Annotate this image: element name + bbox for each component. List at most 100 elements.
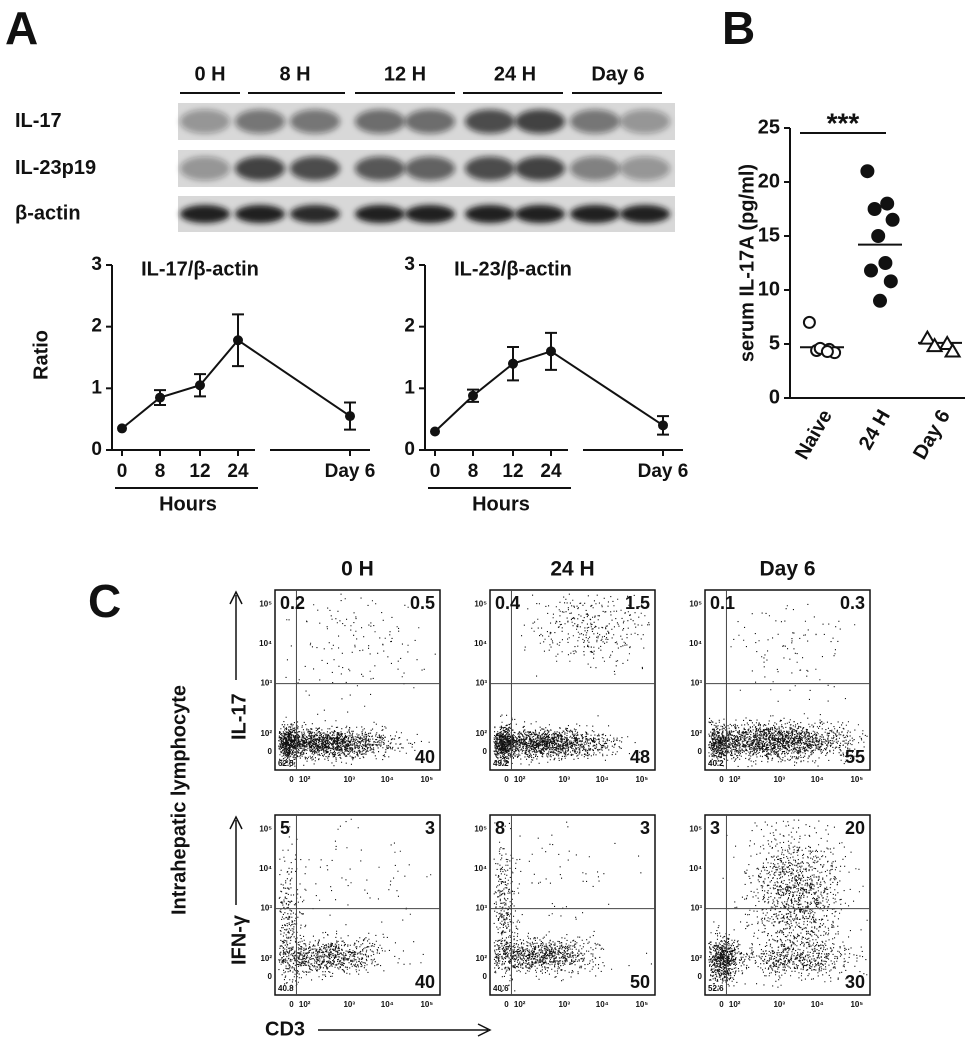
panel-label: B <box>722 2 755 54</box>
y-tick-label: 0 <box>769 386 780 408</box>
dot-cloud <box>278 593 436 767</box>
point <box>885 212 900 227</box>
y-tick-label: 15 <box>758 224 780 246</box>
point <box>508 358 518 369</box>
blot-band <box>180 156 230 181</box>
x-axis-label: CD3 <box>265 1018 305 1040</box>
point <box>802 315 816 329</box>
plot-box <box>489 589 656 771</box>
y-tick-label: 10⁴ <box>474 864 487 873</box>
x-tick-label: 0 <box>504 775 509 784</box>
blot-band <box>290 109 340 134</box>
lane-label: 24 H <box>494 63 536 85</box>
y-tick-label: 10⁵ <box>689 600 702 609</box>
y-tick-label: 10⁴ <box>474 639 487 648</box>
x-tick-label: Day 6 <box>325 461 376 482</box>
blot-band <box>235 156 285 181</box>
point <box>546 346 556 357</box>
blot-band <box>235 205 285 223</box>
x-tick-label: 10⁵ <box>635 1000 648 1009</box>
y-tick-label: 20 <box>758 170 780 192</box>
blot-row-label: β-actin <box>15 202 81 224</box>
x-tick-label: 12 <box>189 461 210 482</box>
blot-band <box>465 156 515 181</box>
column-label: Day 6 <box>759 558 815 581</box>
y-tick-label: 0 <box>404 439 415 460</box>
quadrant-value: 0.2 <box>280 593 305 613</box>
lane-label: 12 H <box>384 63 426 85</box>
quadrant-value: 3 <box>425 818 435 838</box>
y-tick-label: 10² <box>690 729 702 738</box>
y-tick-label: 2 <box>404 316 415 337</box>
plot-box <box>704 814 871 996</box>
quadrant-value: 5 <box>280 818 290 838</box>
plot-box <box>489 814 656 996</box>
y-axis-label: Ratio <box>30 330 52 380</box>
blot-band <box>515 109 565 134</box>
blot-band <box>620 205 670 223</box>
y-tick-label: 0 <box>483 747 488 756</box>
point <box>468 390 478 401</box>
y-tick-label: 0 <box>698 972 703 981</box>
plot-box <box>274 589 441 771</box>
x-tick-label: 10⁴ <box>596 1000 609 1009</box>
side-label: Intrahepatic lymphocyte <box>168 685 190 915</box>
quadrant-value: 3 <box>710 818 720 838</box>
y-tick-label: 1 <box>404 377 415 398</box>
significance: *** <box>827 107 860 138</box>
quadrant-value: 20 <box>845 818 865 838</box>
x-tick-label: 12 <box>502 461 523 482</box>
point <box>878 256 893 270</box>
point <box>117 423 127 434</box>
blot-row-label: IL-17 <box>15 110 62 132</box>
point <box>880 196 895 211</box>
series-line <box>121 338 351 430</box>
x-tick-label: 10⁴ <box>811 775 824 784</box>
x-tick-label: 0 <box>719 1000 724 1009</box>
blot-band <box>570 156 620 181</box>
row-label: IFN-γ <box>228 914 250 965</box>
x-tick-label: 0 <box>504 1000 509 1009</box>
y-tick-label: 10⁴ <box>689 639 702 648</box>
dot-cloud <box>708 819 868 990</box>
blot-band <box>180 205 230 223</box>
blot-band <box>465 205 515 223</box>
blot-band <box>355 156 405 181</box>
x-tick-label: Day 6 <box>909 406 955 463</box>
point <box>860 164 875 179</box>
x-tick-label: 0 <box>719 775 724 784</box>
quadrant-value: 49.2 <box>493 759 509 768</box>
x-tick-label: 10³ <box>558 775 570 784</box>
x-tick-label: 10² <box>514 775 526 784</box>
x-tick-label: 24 <box>227 461 249 482</box>
quadrant-value: 48 <box>630 747 650 767</box>
lane-label: 8 H <box>279 63 310 85</box>
y-tick-label: 10³ <box>475 679 487 688</box>
x-tick-label: 24 <box>540 461 562 482</box>
x-tick-label: 10⁵ <box>420 1000 433 1009</box>
x-tick-label: 10⁵ <box>850 1000 863 1009</box>
dot-cloud <box>493 821 652 992</box>
y-tick-label: 10⁵ <box>689 825 702 834</box>
x-tick-label: 0 <box>289 1000 294 1009</box>
y-tick-label: 0 <box>268 747 273 756</box>
panel-label: C <box>88 575 121 627</box>
point <box>883 274 898 289</box>
y-tick-label: 25 <box>758 116 780 138</box>
dot-cloud <box>278 818 432 990</box>
blot-band <box>405 205 455 223</box>
x-tick-label: 10⁵ <box>420 775 433 784</box>
point <box>864 263 878 278</box>
y-axis-label: serum IL-17A (pg/ml) <box>736 164 758 362</box>
x-tick-label: 0 <box>117 461 128 482</box>
y-tick-label: 10⁵ <box>259 600 272 609</box>
blot-band <box>570 205 620 223</box>
y-tick-label: 10³ <box>260 679 272 688</box>
point <box>873 293 887 308</box>
point <box>195 380 205 391</box>
x-tick-label: 10² <box>729 1000 741 1009</box>
blot-band <box>235 109 285 134</box>
x-tick-label: 24 H <box>855 406 895 454</box>
y-tick-label: 10⁵ <box>474 600 487 609</box>
y-tick-label: 0 <box>268 972 273 981</box>
